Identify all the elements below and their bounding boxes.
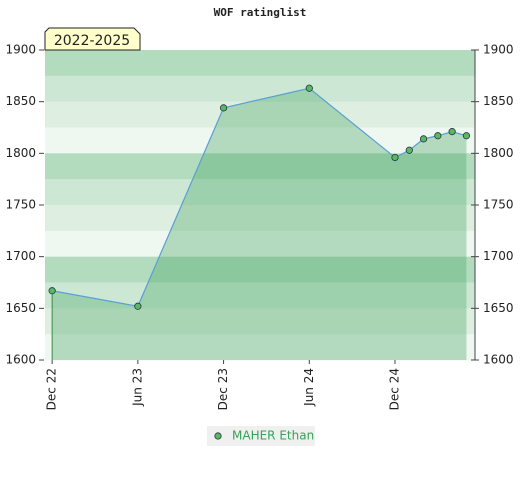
- legend-label: MAHER Ethan: [232, 429, 314, 443]
- point: [434, 132, 442, 140]
- background-band: [45, 205, 475, 232]
- background-band: [45, 230, 475, 258]
- point: [405, 146, 413, 154]
- y2-tick-label: 1600: [483, 353, 514, 367]
- y-tick-label: 1600: [5, 353, 36, 367]
- point: [448, 128, 456, 136]
- x-tick-label: Dec 24: [388, 368, 402, 410]
- point: [219, 104, 228, 112]
- point: [48, 287, 56, 295]
- point: [462, 132, 471, 140]
- background-band: [45, 308, 475, 335]
- y-tick-label: 1650: [5, 301, 36, 315]
- badge-box: [44, 27, 141, 51]
- background-band: [45, 75, 475, 103]
- y-tick-label: 1850: [5, 94, 36, 108]
- point: [391, 153, 399, 162]
- y2-tick-label: 1850: [483, 94, 514, 108]
- y-tick-label: 1700: [5, 249, 36, 263]
- legend-marker: [214, 432, 222, 440]
- y-tick-label: 1900: [5, 43, 36, 57]
- legend-box: [207, 426, 315, 446]
- background-band: [45, 179, 475, 206]
- y2-tick-label: 1750: [483, 198, 514, 212]
- badge: 2022-2025: [54, 33, 130, 49]
- point: [419, 135, 428, 143]
- background-band: [45, 282, 475, 309]
- y2-tick-label: 1700: [483, 249, 514, 263]
- line: [52, 87, 467, 307]
- background-band: [45, 127, 475, 154]
- background-bands: [45, 50, 475, 361]
- x-tick-label: Jun 24: [302, 368, 316, 407]
- x-tick-label: Jun 23: [130, 368, 144, 407]
- area: [52, 88, 467, 360]
- plot: [48, 84, 471, 360]
- y2-tick-label: 1800: [483, 146, 514, 160]
- y2-tick-label: 1900: [483, 43, 514, 57]
- background-band: [45, 334, 475, 361]
- y2-tick-label: 1650: [483, 301, 514, 315]
- y-tick-label: 1750: [5, 198, 36, 212]
- y-tick-label: 1800: [5, 146, 36, 160]
- background-band: [45, 153, 475, 180]
- background-band: [45, 50, 475, 77]
- background-band: [45, 101, 475, 128]
- x-tick-label: Dec 23: [216, 368, 230, 410]
- background-band: [45, 256, 475, 283]
- chart-title: WOF ratinglist: [214, 6, 307, 19]
- x-tick-label: Dec 22: [45, 368, 59, 410]
- point: [305, 84, 313, 92]
- point: [134, 302, 142, 310]
